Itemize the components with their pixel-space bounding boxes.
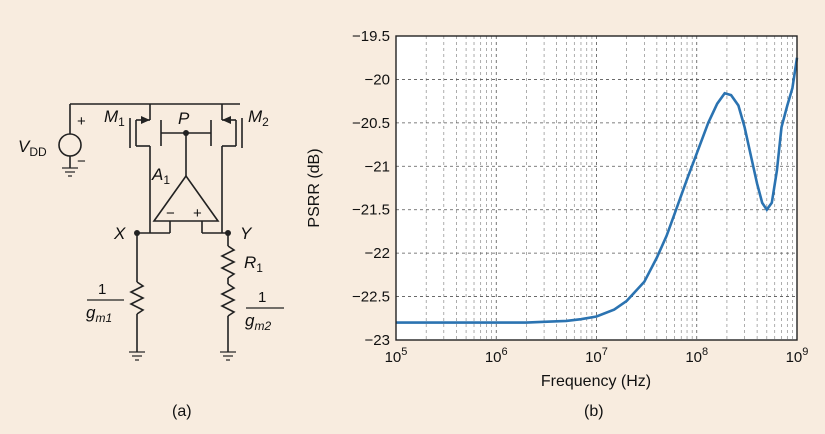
y-tick-label: −23 (365, 332, 390, 349)
vdd-label: VDD (18, 137, 47, 159)
a1-label: A1 (151, 165, 170, 187)
amp-minus-label: − (166, 205, 175, 222)
y-tick-label: −22 (365, 245, 390, 262)
vdd-plus: + (77, 113, 86, 130)
y-tick-label: −20 (365, 71, 390, 88)
psrr-series-line (396, 57, 799, 324)
circuit-schematic: VDD + − M1 M2 (18, 103, 284, 361)
svg-text:1: 1 (98, 281, 106, 298)
m2-label: M2 (248, 107, 269, 129)
y-tick-label: −21.5 (352, 202, 390, 219)
panel-b-caption: (b) (584, 403, 604, 420)
svg-text:gm2: gm2 (245, 311, 271, 333)
x-axis-ticks: 105 106 107 108 109 (385, 346, 809, 366)
transistor-m2 (186, 104, 243, 152)
x-tick-label: 106 (485, 346, 508, 366)
node-x-dot (134, 230, 140, 236)
psrr-chart: −19.5−20−20.5−21−21.5−22−22.5−23 105 106 1… (306, 28, 808, 390)
svg-text:gm1: gm1 (86, 303, 112, 325)
y-axis-ticks: −19.5 −20 −20.5 −21 −21.5 −22 −22.5 −23 (352, 28, 390, 349)
x-tick-label: 105 (385, 346, 408, 366)
transistor-m1 (129, 104, 186, 152)
y-tick-label: −19.5 (352, 28, 390, 45)
left-branch (129, 152, 171, 361)
y-label: Y (240, 224, 253, 243)
y-axis-label: PSRR (dB) (306, 148, 323, 227)
vdd-source (58, 103, 240, 177)
gm2-fraction: 1 gm2 (245, 289, 284, 333)
amp-plus-label: + (193, 205, 202, 222)
x-label: X (113, 224, 126, 243)
x-tick-label: 109 (786, 346, 809, 366)
y-tick-label: −22.5 (352, 289, 390, 306)
amplifier-a1 (152, 133, 220, 222)
x-tick-label: 108 (685, 346, 708, 366)
gm1-fraction: 1 gm1 (86, 281, 124, 325)
m1-label: M1 (104, 107, 125, 129)
plot-frame (395, 35, 798, 341)
y-tick-label: −20.5 (352, 115, 390, 132)
node-y-dot (225, 230, 231, 236)
grid-lines (396, 36, 797, 340)
x-axis-label: Frequency (Hz) (541, 373, 651, 390)
panel-a-caption: (a) (172, 403, 192, 420)
p-label: P (178, 109, 190, 128)
vdd-minus: − (77, 153, 86, 170)
x-tick-label: 107 (585, 346, 608, 366)
svg-text:1: 1 (258, 289, 266, 306)
r1-label: R1 (244, 253, 263, 275)
right-branch (201, 152, 236, 361)
y-tick-label: −21 (365, 158, 390, 175)
